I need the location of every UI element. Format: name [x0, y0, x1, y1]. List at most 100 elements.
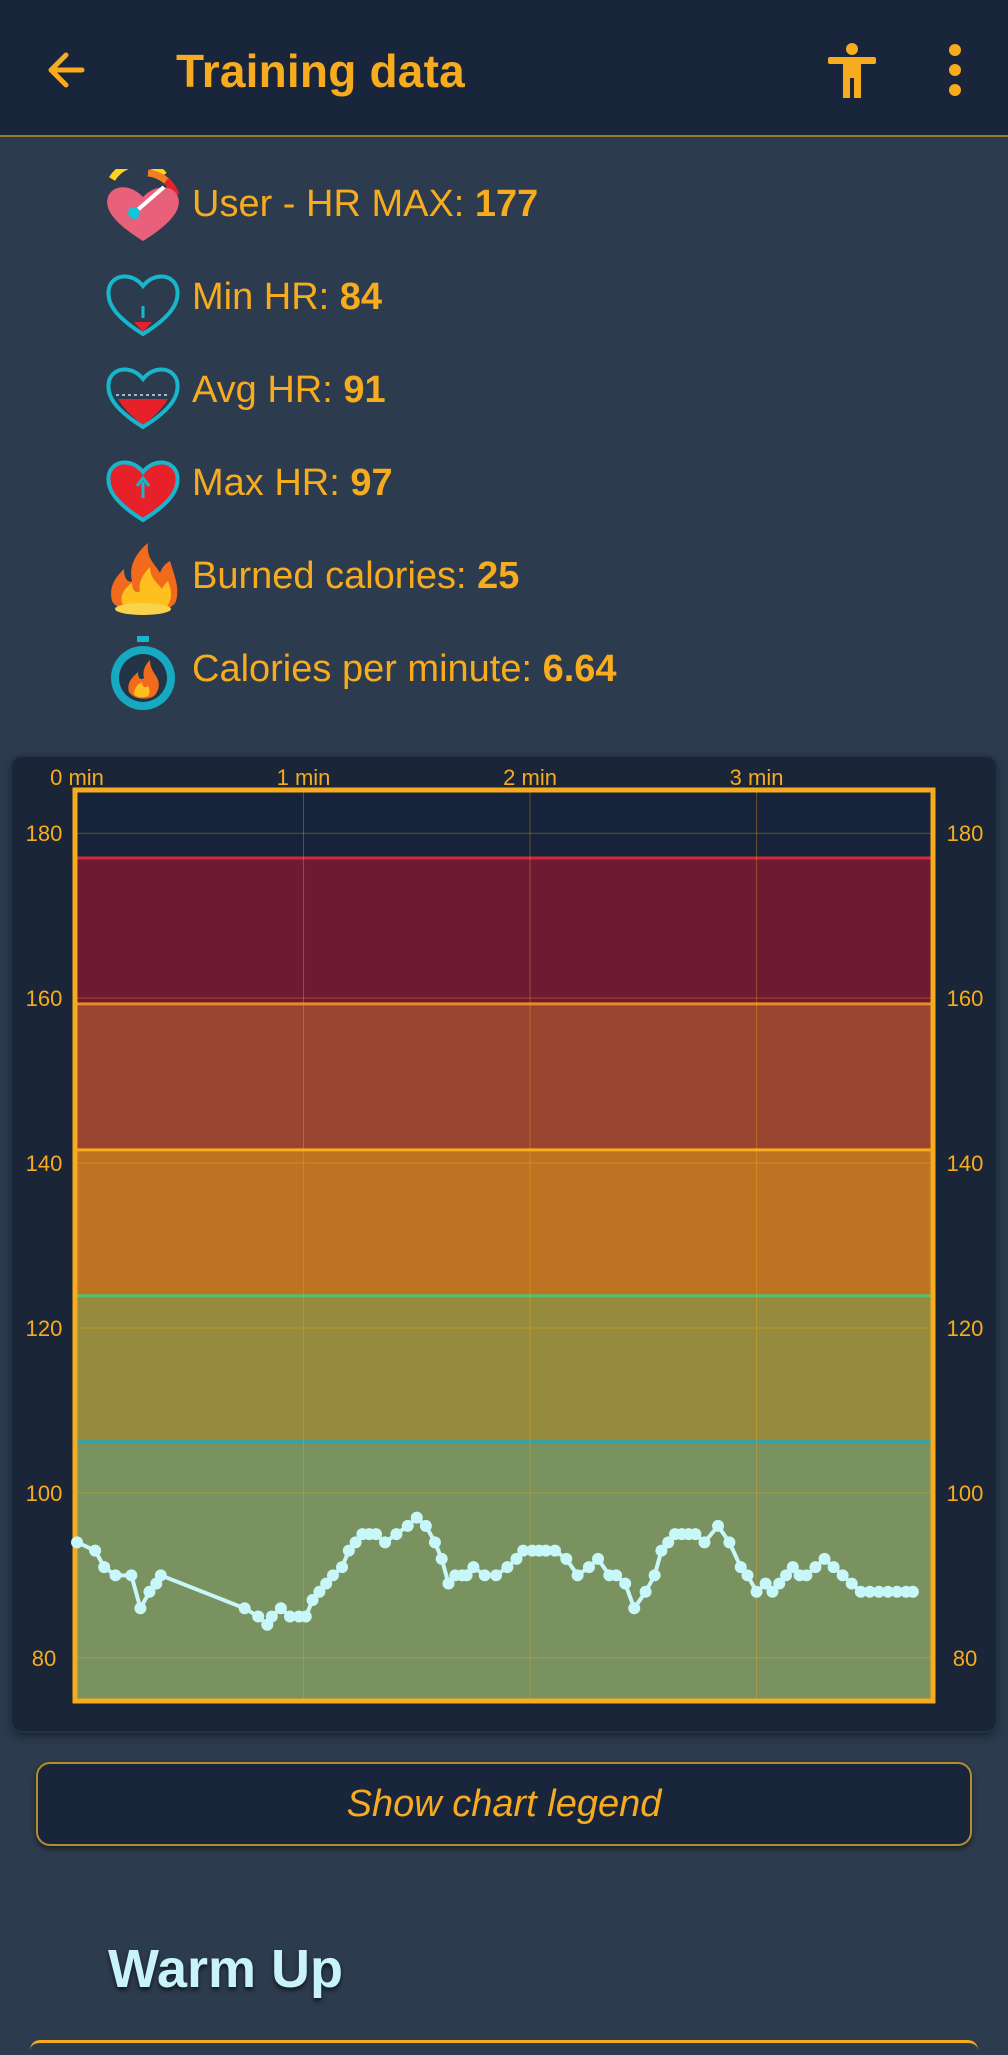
hr-data-point: [906, 1585, 919, 1598]
stat-label: Avg HR:: [192, 369, 344, 411]
hr-data-point: [712, 1519, 725, 1532]
stat-avg-hr: Avg HR: 91: [104, 351, 984, 431]
stat-label: Min HR:: [192, 276, 340, 318]
hr-data-point: [766, 1585, 779, 1598]
hr-zone-2: [77, 1295, 931, 1442]
hr-data-point: [571, 1569, 584, 1582]
x-tick-label: 2 min: [503, 765, 557, 790]
section-title: Warm Up: [108, 1939, 344, 1999]
hr-data-point: [98, 1561, 111, 1574]
hr-data-point: [342, 1544, 355, 1557]
hr-data-point: [723, 1536, 736, 1549]
hr-data-point: [517, 1544, 530, 1557]
stat-value: 177: [474, 183, 539, 225]
stat-value: 6.64: [542, 648, 617, 690]
hr-data-point: [274, 1602, 287, 1615]
hr-data-point: [560, 1552, 573, 1565]
hr-data-point: [336, 1561, 349, 1574]
arrow-left-icon[interactable]: [40, 42, 96, 98]
hr-data-point: [818, 1552, 831, 1565]
hr-data-point: [125, 1569, 138, 1582]
stat-min-hr: Min HR: 84: [104, 258, 984, 338]
y-tick-label-left: 80: [32, 1646, 56, 1671]
stat-value: 97: [350, 462, 393, 504]
hr-data-point: [370, 1528, 383, 1541]
hr-max-gauge-heart-icon: [107, 169, 180, 241]
y-tick-label-right: 140: [947, 1151, 984, 1176]
stopwatch-flame-icon: [111, 636, 175, 710]
hr-zone-3: [77, 1149, 931, 1296]
hr-data-point: [741, 1569, 754, 1582]
hr-data-point: [490, 1569, 503, 1582]
hr-data-point: [109, 1569, 122, 1582]
hr-data-point: [628, 1602, 641, 1615]
stat-calories-per-minute: Calories per minute: 6.64: [104, 630, 984, 710]
y-tick-label-right: 180: [947, 821, 984, 846]
hr-data-point: [689, 1528, 702, 1541]
min-hr-heart-icon: [106, 274, 180, 337]
y-tick-label-left: 100: [26, 1481, 63, 1506]
hr-data-point: [639, 1585, 652, 1598]
plot-frame: [72, 787, 936, 1704]
y-tick-label-left: 160: [26, 986, 63, 1011]
page-title: Training data: [176, 45, 465, 97]
hr-data-point: [786, 1561, 799, 1574]
hr-data-point: [460, 1569, 473, 1582]
hr-data-point: [809, 1561, 822, 1574]
hr-data-point: [435, 1552, 448, 1565]
section-card-edge: [30, 2040, 978, 2055]
stat-burned-calories: Burned calories: 25: [104, 537, 984, 617]
stat-value: 25: [477, 555, 520, 597]
hr-data-point: [143, 1585, 156, 1598]
hr-zone-5: [77, 857, 931, 1004]
hr-data-point: [283, 1610, 296, 1623]
app-bar: Training data: [0, 0, 1008, 137]
hr-data-point: [619, 1577, 632, 1590]
hr-data-point: [582, 1561, 595, 1574]
stat-value: 84: [339, 276, 383, 318]
stat-label: User - HR MAX:: [192, 183, 475, 225]
show-chart-legend-button[interactable]: Show chart legend: [36, 1762, 972, 1846]
hr-data-point: [827, 1561, 840, 1574]
y-tick-label-left: 180: [26, 821, 63, 846]
more-vert-icon[interactable]: [940, 44, 970, 96]
stat-max-hr: Max HR: 97: [104, 444, 984, 524]
hr-data-point: [539, 1544, 552, 1557]
y-tick-label-left: 140: [26, 1151, 63, 1176]
y-tick-label-right: 120: [947, 1316, 984, 1341]
hr-data-point: [313, 1585, 326, 1598]
hr-data-point: [265, 1610, 278, 1623]
hr-data-point: [478, 1569, 491, 1582]
y-tick-label-right: 160: [947, 986, 984, 1011]
accessibility-icon[interactable]: [822, 40, 882, 100]
hr-data-point: [299, 1610, 312, 1623]
hr-data-point: [238, 1602, 251, 1615]
hr-data-point: [750, 1585, 763, 1598]
hr-data-point: [780, 1569, 793, 1582]
hr-data-point: [662, 1536, 675, 1549]
hr-data-point: [401, 1519, 414, 1532]
hr-data-point: [648, 1569, 661, 1582]
hr-data-point: [501, 1561, 514, 1574]
x-tick-label: 0 min: [50, 765, 104, 790]
hr-data-point: [592, 1552, 605, 1565]
x-tick-label: 3 min: [730, 765, 784, 790]
hr-data-point: [854, 1585, 867, 1598]
stat-label: Burned calories:: [192, 555, 478, 597]
hr-data-point: [773, 1577, 786, 1590]
heart-rate-chart: 80 80 100 100 120 120 140 140 160 160 180 180 0 min 1…: [12, 757, 996, 1731]
hr-data-point: [428, 1536, 441, 1549]
hr-data-point: [89, 1544, 102, 1557]
hr-data-point: [863, 1585, 876, 1598]
avg-hr-heart-icon: [106, 367, 180, 430]
hr-data-point: [379, 1536, 392, 1549]
hr-data-point: [836, 1569, 849, 1582]
hr-data-point: [891, 1585, 904, 1598]
y-tick-label-right: 80: [953, 1646, 977, 1671]
hr-data-point: [419, 1519, 432, 1532]
hr-data-point: [698, 1536, 711, 1549]
hr-data-point: [548, 1544, 561, 1557]
hr-data-point: [326, 1569, 339, 1582]
hr-data-point: [734, 1561, 747, 1574]
hr-data-point: [306, 1594, 319, 1607]
